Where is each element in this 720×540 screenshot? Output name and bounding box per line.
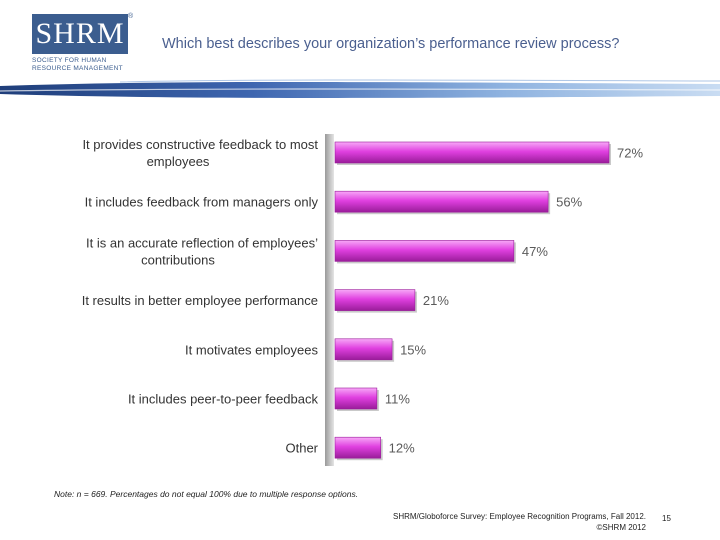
bar: [334, 240, 515, 262]
bar: [334, 190, 549, 213]
bars-group: 72% It provides constructive feedback to …: [82, 137, 643, 461]
footnote: Note: n = 669. Percentages do not equal …: [54, 489, 359, 499]
value-label: 21%: [423, 293, 449, 308]
category-label: It is an accurate reflection of employee…: [86, 235, 318, 250]
logo-registered-mark: ®: [128, 13, 134, 20]
value-label: 15%: [400, 342, 426, 357]
shrm-logo: SHRM ® SOCIETY FOR HUMAN RESOURCE MANAGE…: [32, 13, 134, 76]
y-axis-wall: [325, 134, 334, 466]
value-label: 72%: [617, 146, 643, 161]
source-citation: SHRM/Globoforce Survey: Employee Recogni…: [300, 511, 646, 533]
page-number: 15: [662, 514, 671, 523]
value-label: 56%: [556, 195, 582, 210]
bar: [334, 436, 381, 459]
logo-box: [32, 14, 128, 54]
bar: [334, 387, 378, 410]
category-label: It provides constructive feedback to mos…: [82, 137, 318, 152]
bar: [334, 338, 393, 361]
category-label: contributions: [141, 252, 215, 267]
bar: [334, 289, 416, 311]
category-label: It includes peer-to-peer feedback: [128, 392, 319, 407]
logo-subtitle: SOCIETY FOR HUMAN RESOURCE MANAGEMENT: [32, 57, 132, 73]
category-label: It motivates employees: [185, 342, 318, 357]
bar: [334, 141, 610, 164]
source-line1: SHRM/Globoforce Survey: Employee Recogni…: [393, 512, 646, 521]
source-line2: ©SHRM 2012: [596, 523, 646, 532]
value-label: 12%: [389, 441, 415, 456]
category-label: employees: [147, 154, 210, 169]
category-label: It results in better employee performanc…: [82, 293, 318, 308]
category-label: It includes feedback from managers only: [85, 195, 319, 210]
logo-subtitle-line1: SOCIETY FOR HUMAN: [32, 57, 107, 64]
logo-word: SHRM: [35, 17, 125, 50]
value-label: 11%: [385, 392, 410, 407]
header-banner: [0, 79, 720, 98]
category-label: Other: [285, 441, 318, 456]
slide-title: Which best describes your organization’s…: [162, 36, 620, 52]
value-label: 47%: [522, 244, 548, 259]
logo-subtitle-line2: RESOURCE MANAGEMENT: [32, 65, 123, 72]
